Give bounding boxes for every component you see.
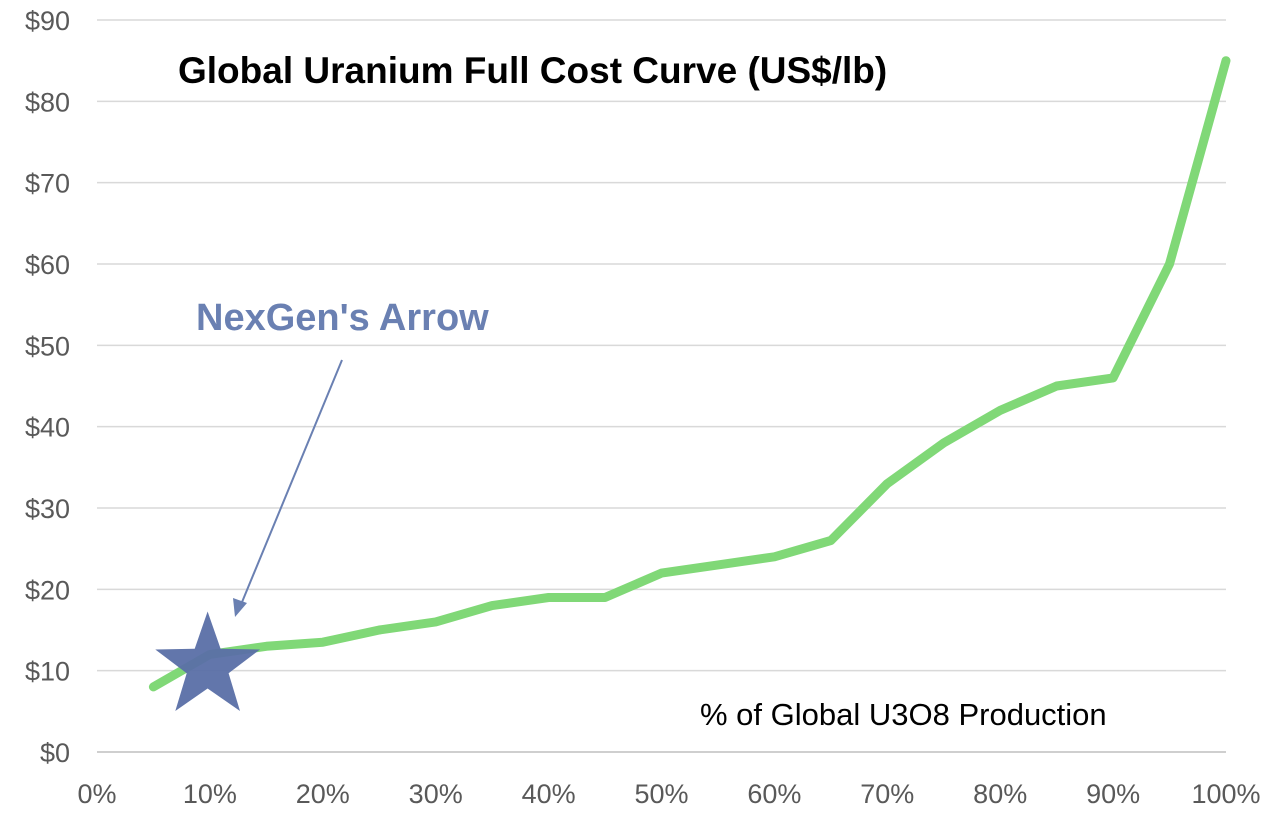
grid-lines bbox=[97, 19, 1226, 672]
x-tick-label: 0% bbox=[77, 779, 116, 809]
x-tick-label: 40% bbox=[522, 779, 576, 809]
x-tick-label: 60% bbox=[747, 779, 801, 809]
y-tick-label: $80 bbox=[25, 87, 70, 117]
y-tick-label: $60 bbox=[25, 250, 70, 280]
x-tick-label: 90% bbox=[1086, 779, 1140, 809]
series-layer bbox=[148, 56, 1231, 692]
x-tick-label: 100% bbox=[1191, 779, 1260, 809]
y-tick-label: $40 bbox=[25, 413, 70, 443]
x-axis-label: % of Global U3O8 Production bbox=[700, 697, 1107, 732]
y-tick-label: $90 bbox=[25, 6, 70, 36]
x-tick-label: 50% bbox=[634, 779, 688, 809]
annotation-layer: NexGen's Arrow bbox=[155, 297, 489, 711]
y-tick-label: $30 bbox=[25, 494, 70, 524]
y-tick-label: $70 bbox=[25, 169, 70, 199]
annotation-label: NexGen's Arrow bbox=[196, 297, 489, 339]
y-tick-label: $50 bbox=[25, 331, 70, 361]
chart-title: Global Uranium Full Cost Curve (US$/lb) bbox=[178, 50, 887, 91]
y-tick-label: $10 bbox=[25, 657, 70, 687]
nexgen-star-marker bbox=[155, 611, 260, 711]
x-tick-label: 20% bbox=[296, 779, 350, 809]
y-axis-tick-labels: $0 $10 $20 $30 $40 $50 $60 $70 $80 $90 bbox=[25, 6, 70, 768]
cost-curve-line bbox=[148, 56, 1231, 692]
y-tick-label: $20 bbox=[25, 575, 70, 605]
x-tick-label: 70% bbox=[860, 779, 914, 809]
x-tick-label: 30% bbox=[409, 779, 463, 809]
annotation-arrowhead bbox=[233, 598, 247, 617]
annotation-arrow bbox=[239, 359, 343, 608]
y-tick-label: $0 bbox=[40, 738, 70, 768]
x-tick-label: 10% bbox=[183, 779, 237, 809]
x-tick-label: 80% bbox=[973, 779, 1027, 809]
x-axis-tick-labels: 0% 10% 20% 30% 40% 50% 60% 70% 80% 90% 100% bbox=[77, 779, 1260, 809]
